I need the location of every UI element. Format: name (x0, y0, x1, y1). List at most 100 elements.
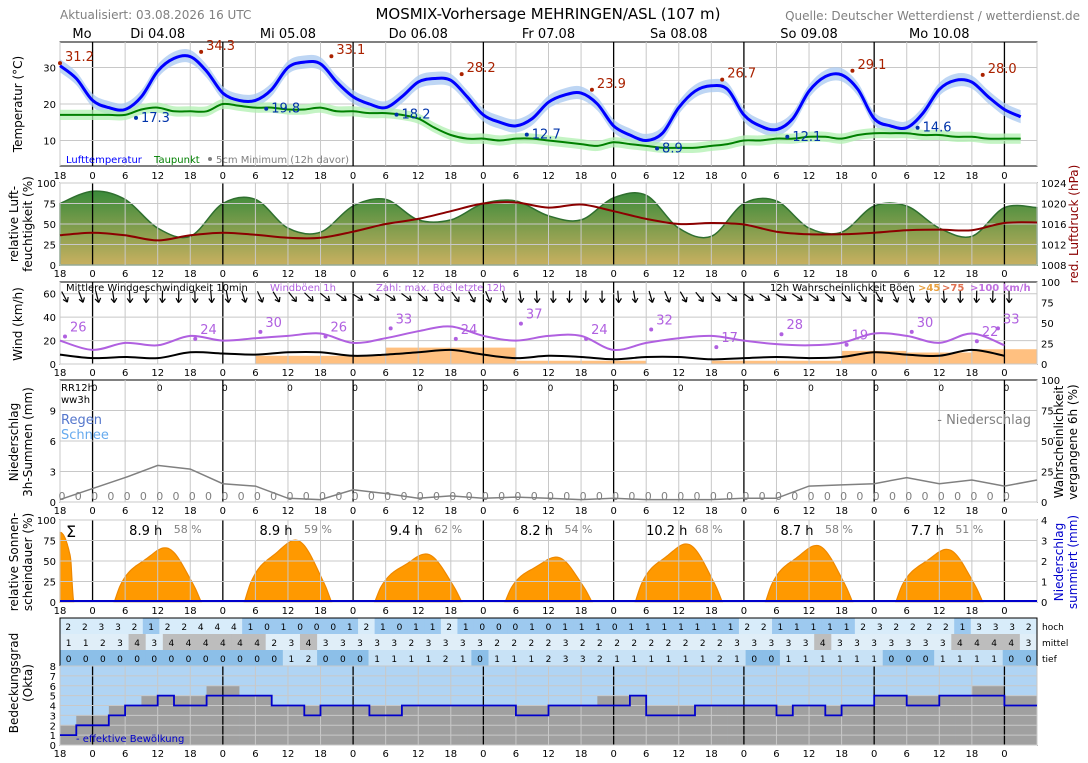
hour-tick-label: 12 (282, 506, 295, 517)
rr12h-value: 0 (417, 384, 423, 394)
cloud-cover-bar (239, 695, 256, 745)
max-gust-label: 28 (786, 318, 803, 333)
cloud-layer-value: 2 (648, 639, 654, 649)
cloud-layer-value: 3 (580, 655, 586, 665)
temp-axis-label: Temperatur (°C) (11, 56, 25, 153)
hour-tick-label: 12 (803, 171, 816, 182)
wind-arrow-shaft (585, 290, 587, 303)
wind-arrow-head (257, 297, 265, 303)
wind-arrow (759, 293, 771, 301)
wind-arrow (352, 293, 364, 301)
cloud-layer-cell (317, 634, 335, 650)
cloud-layer-value: 1 (66, 639, 72, 649)
cloud-layer-cell (437, 650, 455, 666)
cloud-layer-cell (507, 618, 525, 634)
cloud-layer-value: 1 (837, 655, 843, 665)
cloud-layer-cell (368, 634, 387, 650)
precip-3h-value: 0 (580, 490, 587, 503)
hour-tick-label: 18 (314, 749, 327, 760)
cloud-layer-value: 2 (943, 623, 949, 633)
wind-arrow (775, 293, 787, 301)
y-tick-label: 10 (43, 136, 56, 147)
cloud-layer-value: 1 (374, 655, 380, 665)
wind-arrow (924, 290, 932, 304)
hour-tick-label: 18 (444, 171, 457, 182)
cloud-cover-bar (1004, 695, 1022, 745)
cloud-layer-value: 1 (786, 655, 792, 665)
cloud-layer-cell (454, 650, 472, 666)
pressure-tick-label: 1016 (1041, 220, 1066, 231)
sunshine-precip-tick-label: 4 (1041, 516, 1047, 527)
wind-arrow (126, 290, 134, 303)
legend-ww3h: ww3h (61, 395, 90, 406)
cloud-layer-value: 3 (460, 639, 466, 649)
hour-tick-label: 0 (350, 749, 356, 760)
precip-3h-value: 0 (59, 490, 66, 503)
wind-arrow (615, 290, 622, 303)
hour-tick-label: 18 (705, 368, 718, 379)
day-label: Di 04.08 (130, 27, 185, 42)
cloud-layer-cell (175, 618, 193, 634)
hour-tick-label: 6 (904, 171, 910, 182)
legend-wind-gust: Windböen 1h (270, 283, 336, 294)
day-label: So 09.08 (780, 27, 838, 42)
cloud-layer-cell (591, 650, 609, 666)
cloud-layer-value: 4 (957, 639, 963, 649)
cloud-layer-value: 1 (974, 655, 980, 665)
hour-tick-label: 6 (904, 269, 910, 280)
cloud-layer-cell (539, 650, 558, 666)
hour-tick-label: 12 (542, 171, 555, 182)
cloud-layer-cell (882, 650, 901, 666)
cloud-layer-value: 1 (562, 623, 568, 633)
hour-tick-label: 0 (871, 368, 877, 379)
hour-tick-label: 0 (610, 269, 616, 280)
hour-tick-label: 0 (220, 368, 226, 379)
wind-arrow-shaft (417, 292, 428, 302)
cloud-cover-bar (157, 695, 175, 745)
cloud-layer-value: 2 (546, 655, 552, 665)
hour-tick-label: 6 (643, 368, 649, 379)
cloud-layer-value: 1 (700, 655, 706, 665)
sunshine-axis-label-2: scheindauer (%) (21, 513, 35, 611)
cloud-layer-value: 1 (957, 655, 963, 665)
y-tick-label: 50 (43, 220, 56, 231)
cloud-layer-cell (745, 634, 764, 650)
day-label: Mi 05.08 (260, 27, 316, 42)
gust-probability-tick-label: 25 (1041, 340, 1054, 351)
cloud-layer-value: 0 (117, 655, 123, 665)
wind-arrow-shaft (808, 293, 819, 302)
cloud-layer-cell (831, 634, 849, 650)
hour-tick-label: 12 (672, 368, 685, 379)
hour-tick-label: 0 (89, 171, 95, 182)
hour-tick-label: 0 (1001, 269, 1007, 280)
y-tick-label: 20 (43, 100, 56, 111)
max-gust-label: 24 (461, 323, 478, 338)
cloud-layer-cell (934, 634, 952, 650)
hour-tick-label: 6 (382, 606, 388, 617)
wind-arrow-head (142, 297, 150, 304)
precip-3h-value: 0 (596, 490, 603, 503)
rr12h-value: 0 (482, 384, 488, 394)
wind-arrow (598, 290, 606, 304)
probability-axis-label-2: vergangene 6h (%) (1066, 384, 1080, 499)
cloud-layer-cell (672, 618, 690, 634)
y-tick-label: 25 (43, 241, 56, 252)
hour-tick-label: 12 (151, 506, 164, 517)
hour-tick-label: 18 (314, 269, 327, 280)
wind-arrow (208, 290, 215, 304)
pressure-tick-label: 1008 (1041, 261, 1066, 272)
y-tick-label: 0 (50, 498, 56, 509)
cloud-layer-cell (970, 618, 988, 634)
cloud-layer-cell (179, 650, 198, 666)
wind-arrow-shaft (256, 291, 263, 303)
wind-arrow-shaft (177, 290, 180, 303)
cloud-layer-cell (258, 618, 276, 634)
hour-tick-label: 0 (1001, 171, 1007, 182)
cloud-layer-cell (917, 650, 935, 666)
cloud-layer-cell (623, 618, 641, 634)
hour-tick-label: 18 (444, 506, 457, 517)
cloud-layer-cell (917, 634, 935, 650)
legend-wind-max: Zahl: max. Böe letzte 12h (376, 283, 506, 294)
cloud-cover-bar (874, 695, 891, 745)
wind-arrow (468, 291, 476, 303)
